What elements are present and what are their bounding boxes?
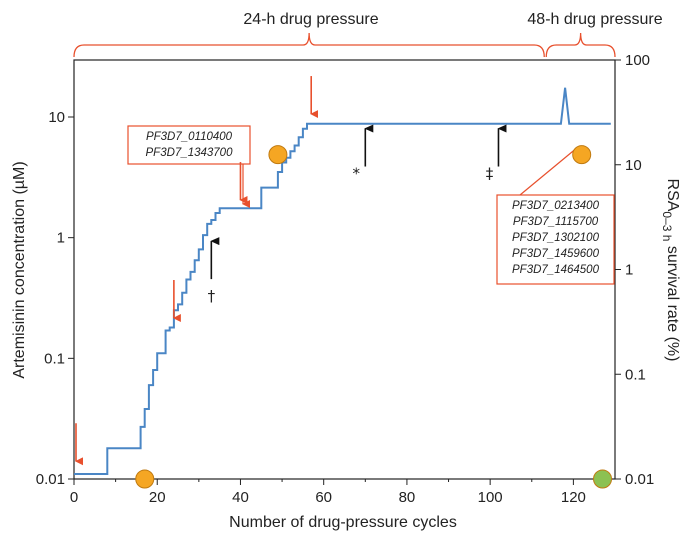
arrow-symbol: * [353,165,361,183]
series-layer [74,87,611,475]
x-tick-label: 100 [478,489,503,506]
y-axis-right-title: RSA0–3 h survival rate (%) [660,179,681,362]
x-tick-label: 80 [399,489,416,506]
gene-label: PF3D7_1343700 [146,147,234,159]
x-tick-label: 20 [149,489,166,506]
y-left-tick-label: 0.01 [36,471,65,488]
gene-box-pointer [519,146,579,196]
pressure-bracket [73,32,545,58]
rsa-point [135,469,155,489]
gene-box [496,194,615,285]
gene-label: PF3D7_1464500 [512,264,600,276]
y-right-tick-label: 100 [625,52,650,69]
arrow-symbol: † [208,287,216,305]
x-tick-label: 40 [232,489,249,506]
x-tick-label: 120 [561,489,586,506]
y-right-tick-label: 1 [625,262,633,279]
y-left-tick-label: 0.1 [44,350,65,367]
phase-brackets [73,32,616,58]
annotations-layer: PF3D7_0110400 PF3D7_1343700 PF3D7_0213400 P… [75,76,615,489]
y-axis-left-title: Artemisinin concentration (µM) [11,161,28,378]
rsa-label: RSA [664,179,681,212]
rsa-point [572,145,592,165]
phase-label-24h: 24-h drug pressure [243,11,378,28]
gene-label: PF3D7_1459600 [512,248,600,260]
y-right-tick-label: 0.1 [625,366,646,383]
rsa-label-tail: survival rate (%) [664,241,681,361]
phase-label-48h: 48-h drug pressure [527,11,662,28]
gene-label: PF3D7_0110400 [146,131,233,143]
x-tick-label: 0 [70,489,78,506]
x-tick-label: 60 [315,489,332,506]
pressure-bracket [545,32,616,58]
gene-label: PF3D7_1302100 [512,232,600,244]
rsa-subscript: 0–3 h [660,211,674,241]
gene-label: PF3D7_1115700 [513,216,599,228]
rsa-point [268,145,288,165]
y-left-tick-label: 10 [48,109,65,126]
concentration-line [74,87,611,475]
arrow-symbol: ‡ [486,165,494,183]
axes: 0 20 40 60 80 100 120 0.01 0.1 1 10 0.01 0.1 1 10 100 [36,52,654,506]
gene-label: PF3D7_0213400 [512,200,600,212]
y-right-tick-label: 10 [625,157,642,174]
y-left-tick-label: 1 [57,230,65,247]
x-axis-title: Number of drug-pressure cycles [229,514,457,531]
y-right-tick-label: 0.01 [625,471,654,488]
rsa-point [593,469,613,489]
gene-box [127,125,251,165]
